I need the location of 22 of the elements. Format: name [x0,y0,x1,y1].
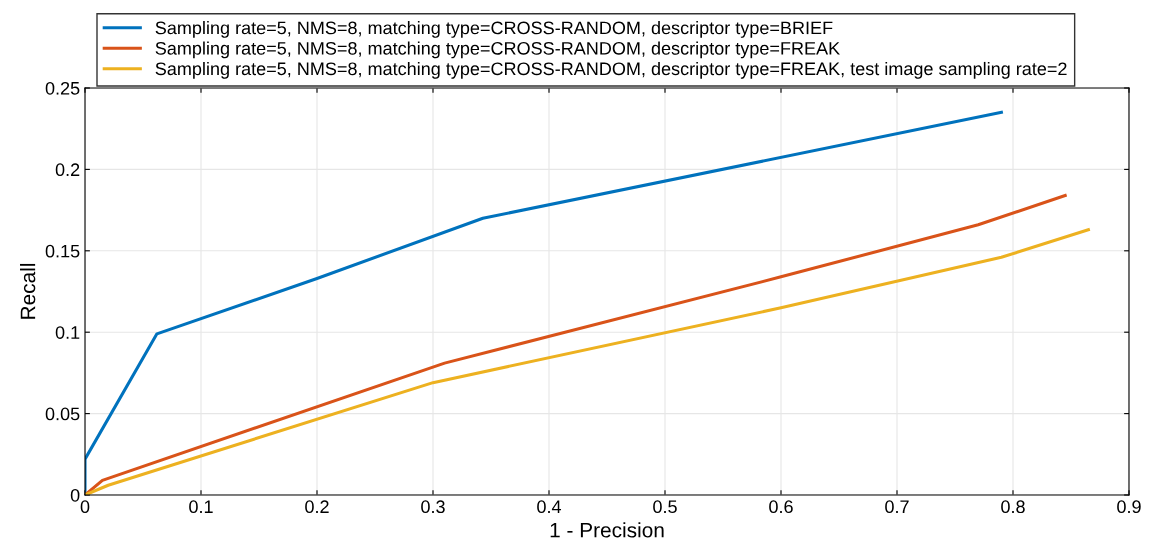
x-tick-label: 0.2 [305,500,329,514]
y-tick-label: 0.15 [45,244,80,258]
line-series [85,110,1003,495]
x-tick-label: 0.9 [1117,500,1141,514]
y-tick-label: 0.25 [45,81,80,95]
x-tick-label: 0.7 [885,500,909,514]
x-tick-label: 0.1 [189,500,213,514]
x-tick-label: 0.8 [1001,500,1025,514]
x-axis-title: 1 - Precision [550,522,664,538]
legend-label: Sampling rate=5, NMS=8, matching type=CROSS-RANDOM, descriptor type=FREAK, test image sampling rate=2 [155,61,1067,79]
y-tick-label: 0.2 [55,163,80,177]
x-tick-label: 0 [80,500,90,514]
x-tick-label: 0.4 [537,500,562,514]
y-tick-label: 0 [70,488,80,502]
x-tick-label: 0.6 [769,500,793,514]
legend-label: Sampling rate=5, NMS=8, matching type=CROSS-RANDOM, descriptor type=BRIEF [155,21,833,38]
x-tick-label: 0.5 [653,500,677,514]
y-axis-title: Recall [20,263,36,319]
y-tick-label: 0.1 [55,326,80,339]
y-tick-label: 0.05 [45,407,80,421]
x-tick-label: 0.3 [421,500,445,514]
legend-label: Sampling rate=5, NMS=8, matching type=CROSS-RANDOM, descriptor type=FREAK [155,41,840,59]
